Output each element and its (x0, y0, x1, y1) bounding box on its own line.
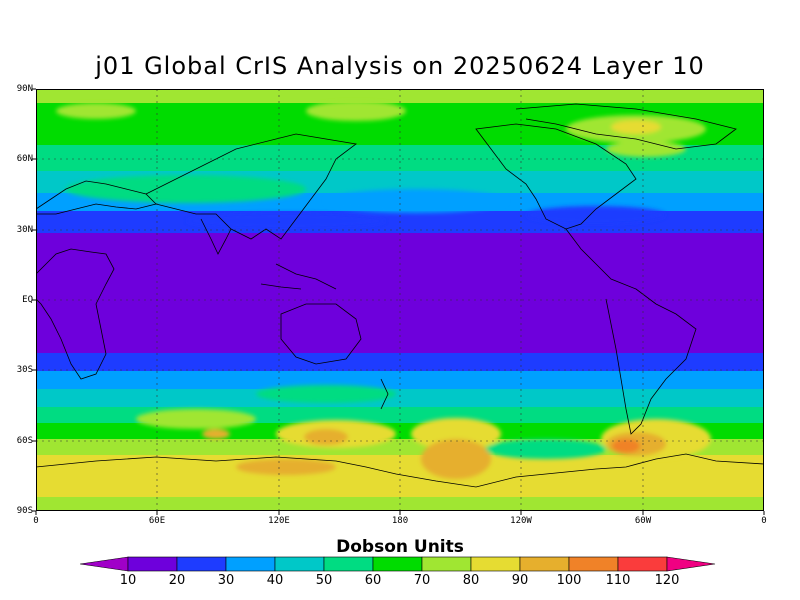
colorbar-segment (274, 556, 325, 572)
colorbar-tick-label: 100 (556, 573, 582, 588)
colorbar-tick-label: 120 (654, 573, 680, 588)
colorbar-tick-label: 80 (462, 573, 480, 588)
colorbar-title: Dobson Units (336, 537, 464, 557)
colorbar-tick-label: 110 (605, 573, 631, 588)
x-label-60e: 60E (148, 516, 166, 526)
colorbar-tick-label: 10 (119, 573, 137, 588)
x-label-180: 180 (391, 516, 409, 526)
colorbar-segment (568, 556, 619, 572)
colorbar-segment (617, 556, 668, 572)
colorbar-tick-label: 50 (315, 573, 333, 588)
colorbar-segment (421, 556, 472, 572)
ozone-map (36, 89, 764, 511)
colorbar-segment (470, 556, 521, 572)
coastlines (36, 103, 764, 488)
y-label-30n: 30N (16, 225, 33, 235)
ozone-field (36, 89, 764, 511)
colorbar-tick-label: 20 (168, 573, 186, 588)
y-label-90n: 90N (16, 84, 33, 94)
colorbar-tick-label: 90 (511, 573, 529, 588)
x-label-120e: 120E (268, 516, 290, 526)
x-label-0-west: 0 (33, 516, 39, 526)
colorbar-segment (519, 556, 570, 572)
band-south-sub (36, 353, 764, 375)
x-label-0-east: 0 (761, 516, 767, 526)
colorbar (80, 556, 716, 572)
colorbar-segment (323, 556, 374, 572)
colorbar-tick-label: 60 (364, 573, 382, 588)
map-frame (36, 89, 764, 511)
colorbar-arrow-low (80, 556, 129, 572)
colorbar-arrow-high (666, 556, 716, 572)
y-label-30s: 30S (16, 365, 33, 375)
x-label-120w: 120W (510, 516, 532, 526)
colorbar-segment (176, 556, 227, 572)
colorbar-segment (225, 556, 276, 572)
colorbar-tick-label: 30 (217, 573, 235, 588)
x-label-60w: 60W (634, 516, 652, 526)
y-label-60s: 60S (16, 436, 33, 446)
y-label-60n: 60N (16, 154, 33, 164)
band-south-mid2 (36, 389, 764, 411)
colorbar-tick-label: 40 (266, 573, 284, 588)
colorbar-tick-label: 70 (413, 573, 431, 588)
y-label-90s: 90S (16, 506, 33, 516)
colorbar-segment (372, 556, 423, 572)
map-title: j01 Global CrIS Analysis on 20250624 Lay… (95, 52, 705, 80)
graticule (36, 89, 764, 511)
colorbar-segment (127, 556, 178, 572)
y-label-eq: EQ (22, 295, 33, 305)
